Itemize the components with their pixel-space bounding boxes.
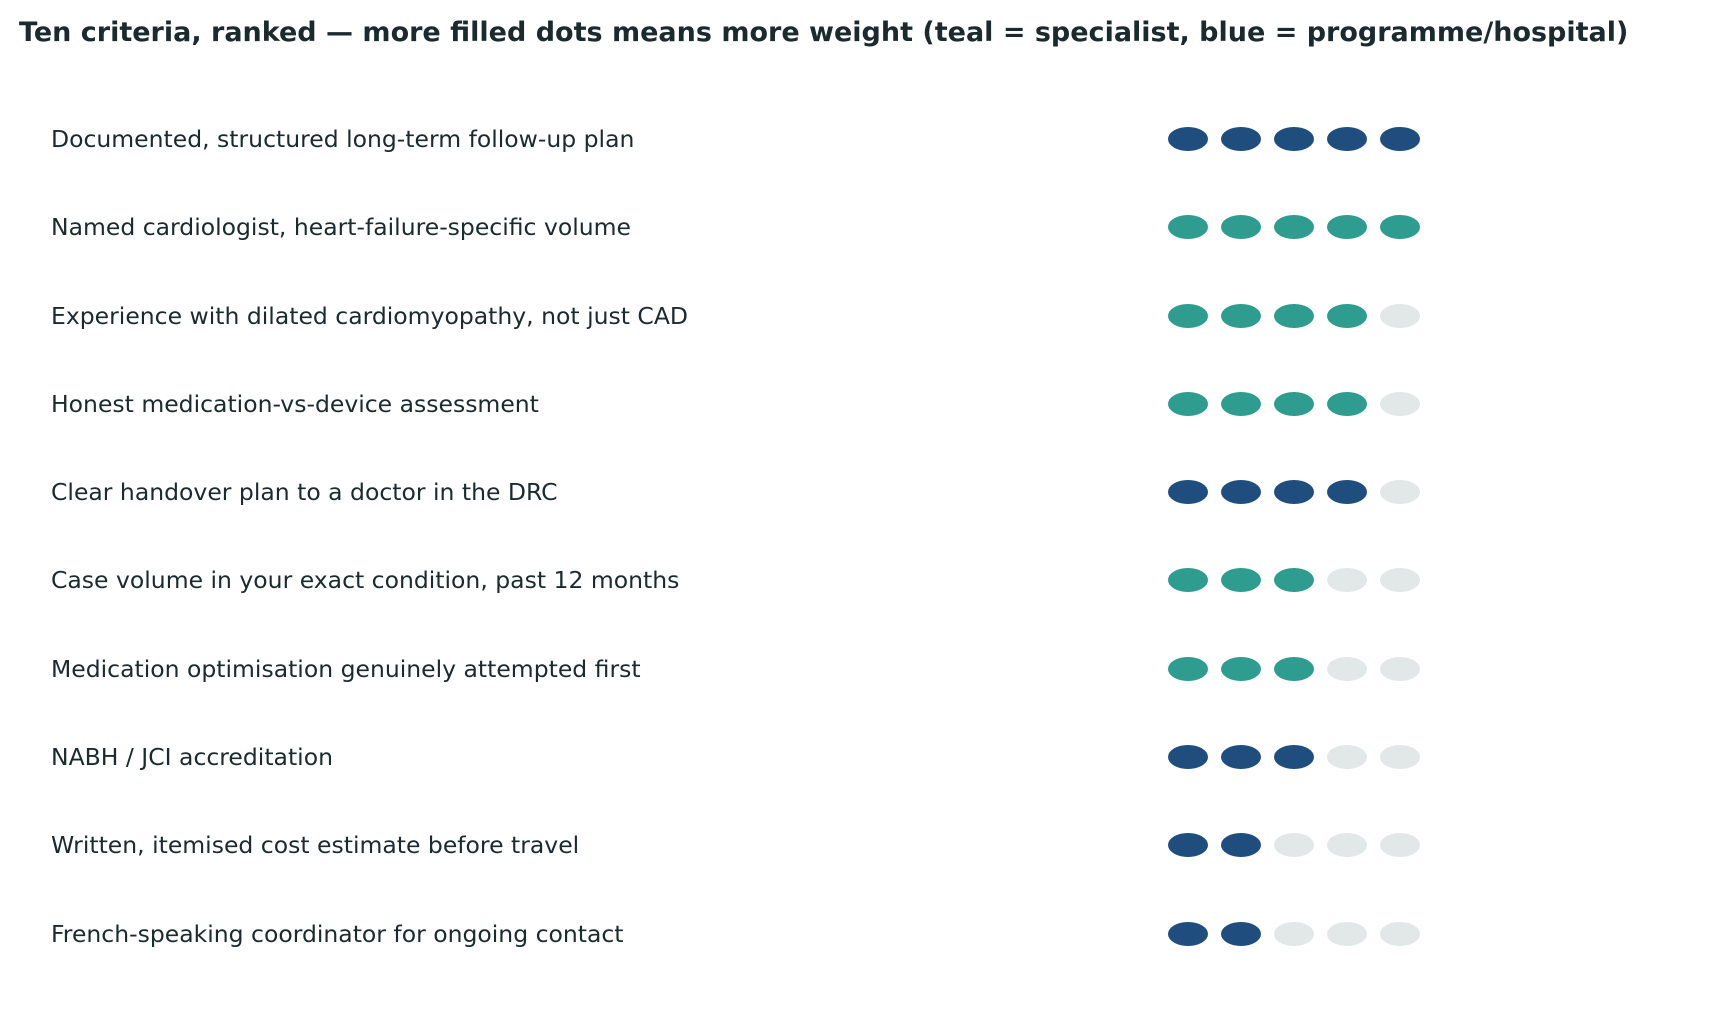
rating-dot-filled [1221, 833, 1261, 858]
rating-dots [1168, 745, 1420, 770]
rating-dot-filled [1221, 745, 1261, 770]
rating-dot-filled [1168, 480, 1208, 505]
rating-dot-filled [1168, 921, 1208, 946]
rating-dot-filled [1274, 127, 1314, 151]
criterion-row: Medication optimisation genuinely attemp… [0, 625, 1728, 713]
rating-dot-filled [1168, 391, 1208, 416]
criterion-label: French-speaking coordinator for ongoing … [51, 919, 624, 948]
rating-dot-empty [1274, 833, 1314, 858]
rating-dot-filled [1168, 745, 1208, 770]
criterion-row: Case volume in your exact condition, pas… [0, 536, 1728, 624]
criterion-row: Experience with dilated cardiomyopathy, … [0, 272, 1728, 360]
rating-dot-empty [1327, 921, 1367, 946]
rating-dot-filled [1221, 391, 1261, 416]
rating-dot-filled [1168, 833, 1208, 858]
rating-dot-filled [1274, 745, 1314, 770]
criterion-label: NABH / JCI accreditation [51, 743, 333, 772]
rating-dot-filled [1274, 303, 1314, 328]
rating-dots [1168, 656, 1420, 681]
rating-dot-filled [1380, 215, 1420, 240]
rating-dot-filled [1327, 391, 1367, 416]
rating-dot-filled [1221, 568, 1261, 593]
rating-dot-empty [1380, 745, 1420, 770]
rating-dot-filled [1221, 127, 1261, 151]
rating-dot-filled [1221, 656, 1261, 681]
rating-dot-filled [1327, 480, 1367, 505]
criterion-row: Clear handover plan to a doctor in the D… [0, 448, 1728, 536]
criterion-label: Medication optimisation genuinely attemp… [51, 654, 641, 683]
rating-dot-empty [1380, 921, 1420, 946]
rating-dot-filled [1327, 303, 1367, 328]
rating-dot-filled [1221, 215, 1261, 240]
rating-dot-empty [1380, 568, 1420, 593]
rating-dots [1168, 480, 1420, 505]
rating-dot-filled [1221, 921, 1261, 946]
rating-dot-empty [1327, 745, 1367, 770]
criterion-label: Named cardiologist, heart-failure-specif… [51, 213, 631, 242]
rating-dots [1168, 215, 1420, 240]
criterion-row: Named cardiologist, heart-failure-specif… [0, 183, 1728, 271]
rating-dot-filled [1274, 391, 1314, 416]
criterion-label: Experience with dilated cardiomyopathy, … [51, 301, 689, 330]
rating-dot-empty [1380, 480, 1420, 505]
criterion-row: French-speaking coordinator for ongoing … [0, 890, 1728, 978]
rating-dot-filled [1380, 127, 1420, 151]
rating-dot-filled [1327, 215, 1367, 240]
criterion-label: Clear handover plan to a doctor in the D… [51, 478, 558, 507]
criterion-row: Documented, structured long-term follow-… [0, 95, 1728, 183]
chart-title: Ten criteria, ranked — more filled dots … [19, 17, 1629, 48]
criterion-row: NABH / JCI accreditation [0, 713, 1728, 801]
rating-dots [1168, 568, 1420, 593]
rating-dots [1168, 127, 1420, 151]
criterion-label: Case volume in your exact condition, pas… [51, 566, 680, 595]
rating-dots [1168, 303, 1420, 328]
rating-dot-empty [1327, 656, 1367, 681]
rating-dot-filled [1168, 568, 1208, 593]
rating-dot-filled [1274, 215, 1314, 240]
rating-dot-empty [1380, 833, 1420, 858]
rating-dot-empty [1380, 303, 1420, 328]
rating-dot-empty [1327, 833, 1367, 858]
criterion-label: Written, itemised cost estimate before t… [51, 831, 580, 860]
rating-dot-empty [1380, 656, 1420, 681]
rating-dots [1168, 391, 1420, 416]
rating-dot-empty [1380, 391, 1420, 416]
rating-dot-empty [1327, 568, 1367, 593]
rating-dots [1168, 921, 1420, 946]
rating-dot-filled [1221, 480, 1261, 505]
rating-dot-filled [1274, 568, 1314, 593]
rating-dots [1168, 833, 1420, 858]
rating-dot-filled [1274, 656, 1314, 681]
rating-dot-filled [1274, 480, 1314, 505]
criterion-row: Written, itemised cost estimate before t… [0, 801, 1728, 889]
rating-dot-filled [1168, 127, 1208, 151]
rating-dot-filled [1327, 127, 1367, 151]
criterion-label: Documented, structured long-term follow-… [51, 125, 635, 153]
rating-dot-filled [1221, 303, 1261, 328]
criterion-label: Honest medication-vs-device assessment [51, 389, 539, 418]
rating-dot-filled [1168, 303, 1208, 328]
rating-dot-filled [1168, 656, 1208, 681]
rating-dot-empty [1274, 921, 1314, 946]
criteria-list: Documented, structured long-term follow-… [0, 95, 1728, 978]
criterion-row: Honest medication-vs-device assessment [0, 360, 1728, 448]
rating-dot-filled [1168, 215, 1208, 240]
